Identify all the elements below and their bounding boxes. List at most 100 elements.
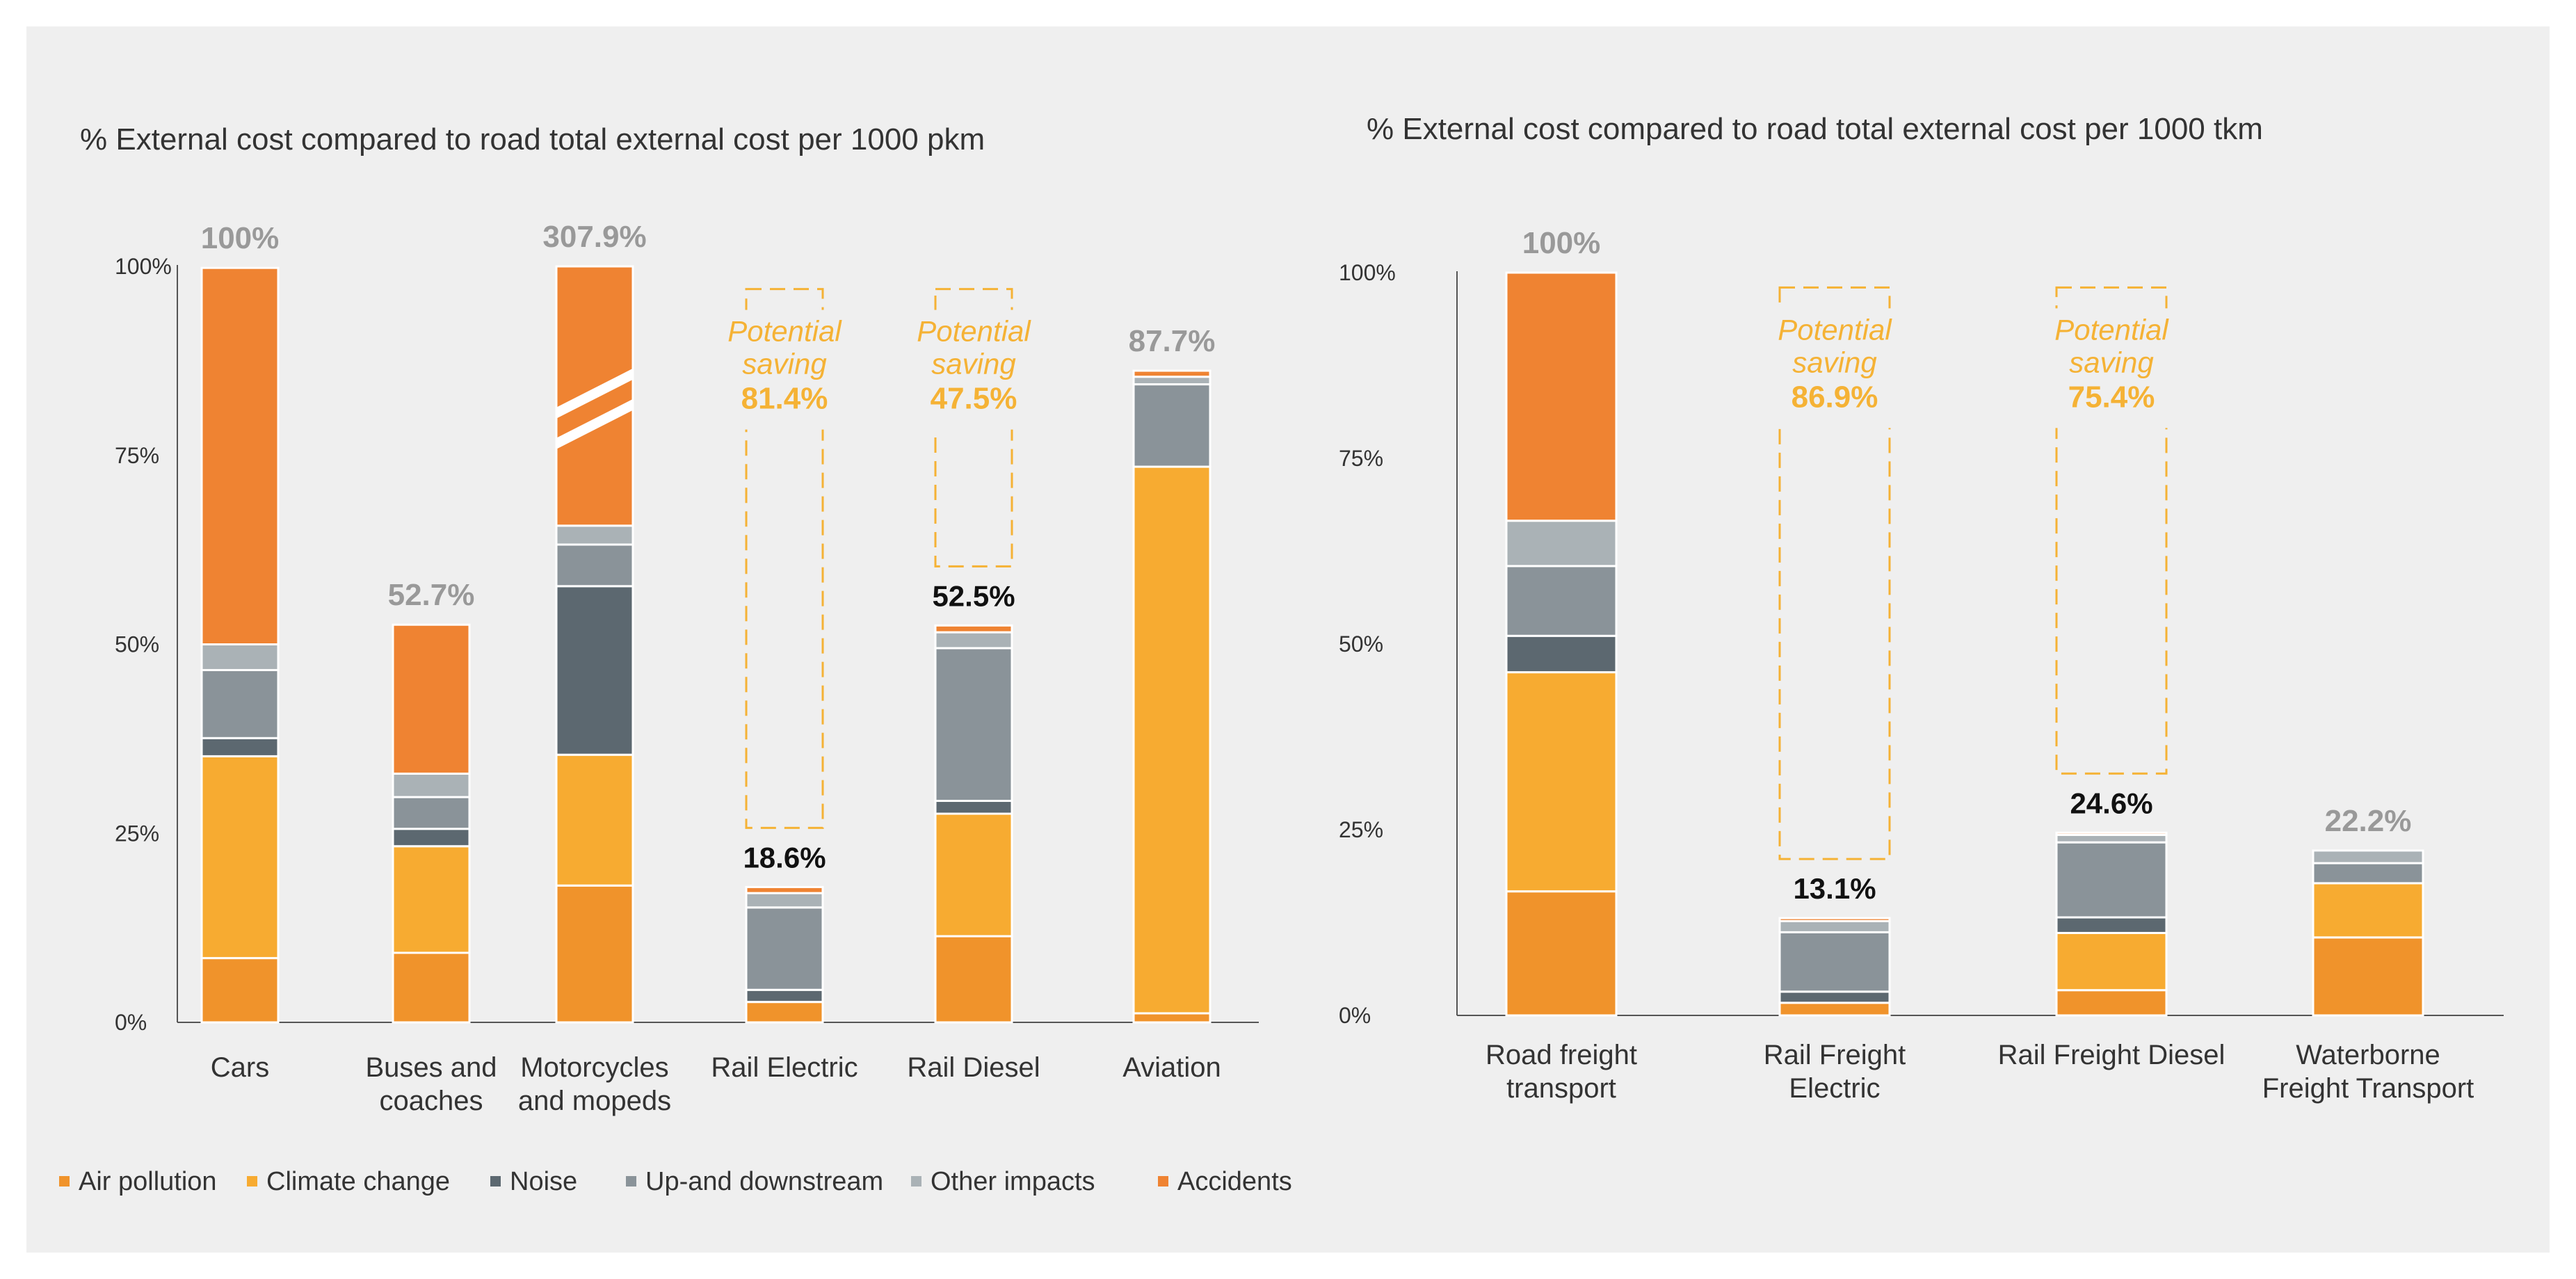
y-tick-label: 0% [1339,1003,1371,1028]
x-category-label: Motorcycles [520,1052,668,1083]
bar-segment-accidents [392,623,471,775]
saving-label: Potential [1778,313,1892,346]
y-tick-label: 100% [1339,260,1396,285]
bar-segment-air-pollution [392,951,471,1024]
bar-segment-climate-change [934,812,1013,938]
bar-segment-noise [1778,990,1891,1004]
bar-segment-up-and-downstream [392,796,471,830]
bar-segment-climate-change [2055,931,2168,992]
legend: Air pollution Climate change Noise Up-and d… [59,1167,1292,1196]
bar-total-label: 22.2% [2325,804,2412,838]
bar-segment-other-impacts [200,643,280,671]
bar-segment-air-pollution [2312,936,2424,1017]
bar-segment-other-impacts [1505,520,1618,568]
legend-label: Accidents [1177,1167,1292,1196]
x-category-label: Buses and [365,1052,497,1083]
bar-total-label: 307.9% [542,220,646,254]
x-category-label: transport [1506,1073,1616,1104]
saving-label: saving [1792,346,1876,378]
bar-segment-accidents [934,624,1013,634]
x-category-label: Electric [1789,1073,1880,1104]
saving-label: saving [931,348,1015,380]
bar-total-label: 100% [1522,226,1601,260]
chart-title: % External cost compared to road total e… [80,122,985,156]
bar-segment-accidents [1778,917,1891,922]
x-category-label: Rail Diesel [907,1052,1040,1083]
bar-segment-noise [392,828,471,848]
legend-label: Noise [510,1167,577,1196]
y-tick-label: 100% [115,254,172,279]
y-tick-label: 50% [1339,632,1383,657]
bar-segment-other-impacts [2055,833,2168,844]
bar-segment-air-pollution [1132,1012,1211,1024]
x-category-label: Road freight [1486,1040,1637,1070]
bar-segment-climate-change [200,755,280,960]
bar-segment-other-impacts [1778,919,1891,933]
bar-segment-accidents [200,266,280,645]
saving-value: 47.5% [931,382,1017,416]
y-tick-label: 50% [115,632,159,657]
saving-label-backdrop [739,309,830,430]
legend-label: Other impacts [931,1167,1095,1196]
bar-segment-other-impacts [934,631,1013,650]
saving-value: 81.4% [741,382,828,416]
bar-segment-other-impacts [392,772,471,798]
x-category-label: Cars [211,1052,269,1083]
saving-label-backdrop [2050,308,2173,428]
legend-swatch-up-and-downstream [626,1176,636,1187]
x-category-label: Freight Transport [2262,1073,2474,1104]
bar-segment-up-and-downstream [745,906,824,991]
potential-saving-box [1778,286,1891,860]
bar-segment-accidents [1132,369,1211,378]
x-category-label: Waterborne [2296,1040,2440,1070]
y-tick-label: 75% [1339,446,1383,471]
legend-swatch-air-pollution [59,1176,70,1187]
bar-segment-accidents [1505,271,1618,522]
bar-segment-other-impacts [2312,849,2424,864]
saving-label: Potential [917,315,1031,348]
x-category-label: Rail Electric [711,1052,858,1083]
y-tick-label: 25% [1339,817,1383,842]
saving-label-backdrop [928,309,1019,430]
potential-saving-box [2055,286,2168,775]
legend-swatch-climate-change [247,1176,257,1187]
bar-segment-air-pollution [2055,989,2168,1017]
bar-segment-accidents [2055,831,2168,836]
saving-value: 86.9% [1792,380,1878,414]
bar-total-label: 52.5% [932,579,1015,612]
bar-segment-up-and-downstream [200,668,280,739]
legend-swatch-noise [490,1176,501,1187]
bar-total-label: 18.6% [743,841,826,874]
bar-segment-air-pollution [1778,1002,1891,1017]
chart-pkm: % External cost compared to road total e… [80,122,1259,1116]
bar-segment-air-pollution [200,957,280,1024]
axis-break-stripe [556,399,633,449]
bar-segment-up-and-downstream [2055,841,2168,919]
y-tick-label: 75% [115,443,159,468]
x-category-label: Rail Freight [1764,1040,1906,1070]
bar-total-label: 13.1% [1793,872,1876,905]
bar-segment-air-pollution [1505,890,1618,1017]
bar-segment-noise [1505,634,1618,674]
chart-tkm: % External cost compared to road total e… [1339,112,2504,1104]
bar-segment-up-and-downstream [2312,862,2424,885]
bar-segment-other-impacts [745,892,824,909]
bar-segment-air-pollution [934,935,1013,1024]
y-tick-label: 25% [115,821,159,846]
x-category-label: Rail Freight Diesel [1998,1040,2225,1070]
bar-segment-climate-change [2312,882,2424,939]
bar-segment-noise [555,585,634,756]
bar-segment-other-impacts [1132,376,1211,386]
bar-segment-climate-change [1132,465,1211,1015]
bar-segment-up-and-downstream [1132,383,1211,468]
bar-segment-air-pollution [745,1001,824,1024]
bar-segment-other-impacts [555,524,634,546]
saving-label: Potential [2054,313,2169,346]
legend-label: Up-and downstream [645,1167,883,1196]
legend-swatch-other-impacts [911,1176,921,1187]
saving-label: saving [2069,346,2153,378]
saving-label: saving [742,348,826,380]
bar-segment-noise [934,800,1013,815]
potential-saving-box [745,288,824,829]
